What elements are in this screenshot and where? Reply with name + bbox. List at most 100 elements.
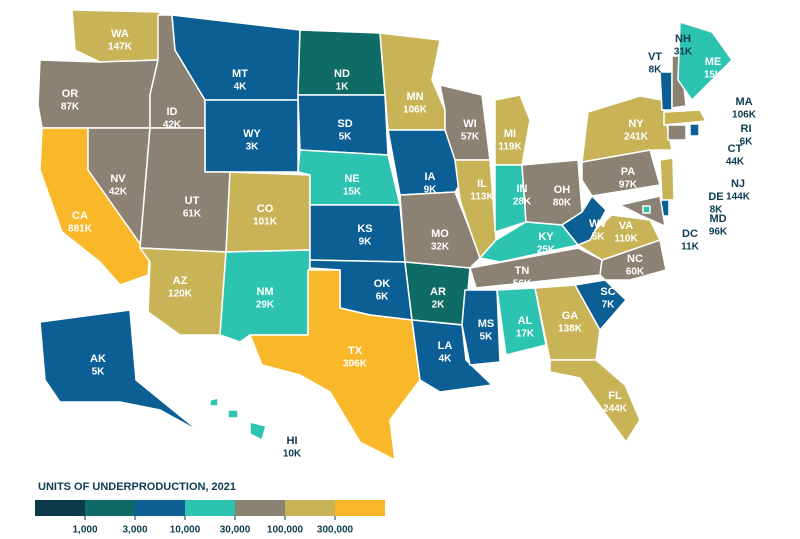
state-value: 42K [109,187,128,198]
state [37,59,159,129]
state-value: 8K [649,65,663,76]
state-name: MA [735,96,752,108]
state-name: NJ [731,178,745,190]
state-value: 56K [513,279,532,290]
state-value: 29K [256,300,275,311]
state-value: 15K [343,187,362,198]
state-value: 4K [234,82,248,93]
state-name: WV [589,218,607,230]
state-name: DE [708,191,723,203]
state-name: AK [90,353,106,365]
state-name: OH [554,184,571,196]
state-value: 60K [626,267,645,278]
state-value: 5K [592,232,606,243]
legend-title: UNITS OF UNDERPRODUCTION, 2021 [38,481,236,493]
state-name: ME [705,56,722,68]
state-value: 32K [431,242,450,253]
state-value: 6K [376,292,390,303]
state [561,195,607,246]
state [581,95,673,163]
legend-tick-label: 30,000 [220,525,251,536]
state-value: 15K [704,70,723,81]
state-value: 11K [681,242,700,253]
state-name: AZ [173,275,188,287]
state-name: NY [628,118,644,130]
state [494,94,531,166]
state [227,409,239,419]
state-value: 6K [740,137,754,148]
state-name: DC [682,228,698,240]
state-value: 61K [183,209,202,220]
state-value: 3K [246,142,260,153]
state-value: 138K [558,324,583,335]
state [667,124,687,141]
legend-swatch [135,500,185,516]
state-name: VA [619,220,634,232]
state-value: 42K [163,120,182,131]
state-value: 44K [726,157,745,168]
state-value: 9K [424,185,438,196]
state-value: 2K [432,300,446,311]
state-value: 881K [68,224,93,235]
state-value: 5K [92,367,106,378]
state-value: 4K [439,354,453,365]
state-value: 17K [516,329,535,340]
state-name: LA [438,340,453,352]
legend-swatch [285,500,335,516]
legend-tick-label: 10,000 [170,525,201,536]
state-name: VT [648,51,662,63]
state [534,284,601,361]
legend-tick-label: 300,000 [317,525,354,536]
state-value: 1K [336,82,350,93]
state-value: 25K [537,245,556,256]
state-value: 10K [283,449,302,460]
state-name: TN [515,265,530,277]
state-name: GA [562,310,579,322]
state-value: 147K [108,42,133,53]
state [574,279,627,331]
state-name: WY [243,128,261,140]
state-name: CA [72,210,88,222]
legend-swatch [85,500,135,516]
legend-tick-label: 100,000 [267,525,304,536]
state-value: 97K [619,180,638,191]
state-value: 8K [710,205,724,216]
state-name: IN [517,183,528,195]
state-name: NV [110,173,126,185]
state-value: 7K [602,300,616,311]
state [549,359,641,443]
state-name: AR [430,286,446,298]
state-name: ND [334,68,350,80]
legend-swatch [185,500,235,516]
state [39,309,201,433]
state [521,159,583,226]
state-name: UT [185,195,200,207]
state-labels: WA 147K OR 87K CA 881K NV 42K ID 42K MT 4K WY 3K UT 61K… [61,28,757,460]
state-name: NC [627,253,643,265]
state-name: NH [675,33,691,45]
state-value: 241K [624,132,649,143]
state-name: WI [463,118,476,130]
state-name: RI [741,123,752,135]
state [677,21,733,101]
legend-swatch [335,500,385,516]
state [689,123,700,137]
state [249,421,267,441]
state-name: SD [337,118,352,130]
state-value: 28K [513,197,532,208]
state-name: NM [256,286,273,298]
legend-swatch [35,500,85,516]
state-name: MN [406,91,423,103]
state [642,205,651,214]
legend-tick-label: 1,000 [72,525,97,536]
state-name: HI [287,435,298,447]
state-name: AL [518,315,533,327]
state-value: 306K [343,359,368,370]
state-name: TX [348,345,363,357]
legend-swatch [235,500,285,516]
state-value: 120K [168,289,193,300]
state-name: FL [608,390,622,402]
state-name: KS [357,223,372,235]
state-name: MS [478,318,495,330]
